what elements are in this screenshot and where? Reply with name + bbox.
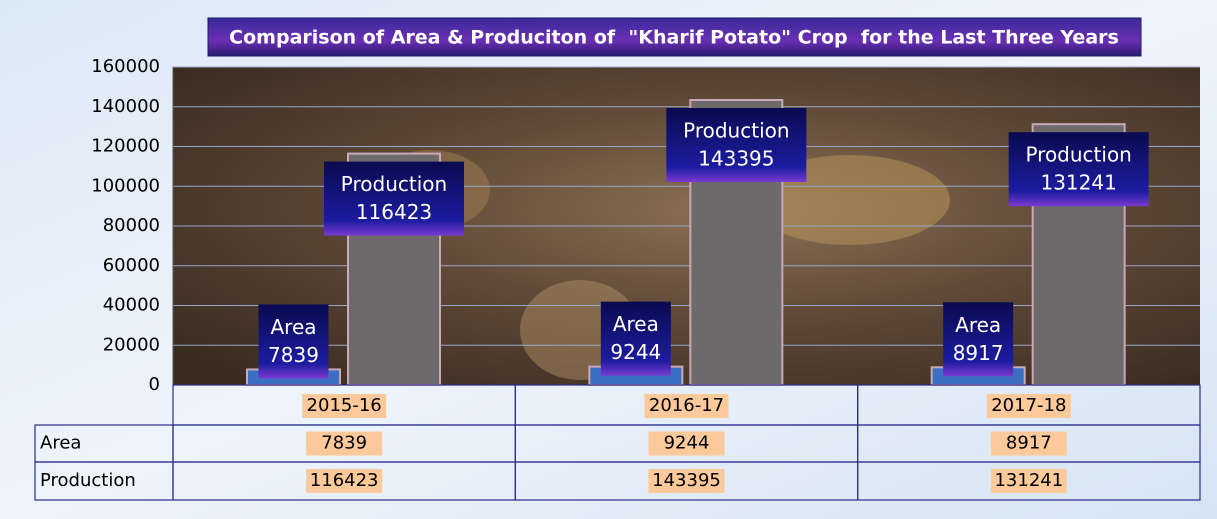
data-label-name: Production bbox=[1025, 143, 1131, 167]
label-highlight bbox=[302, 394, 387, 418]
chart-title: Comparison of Area & Produciton of "Khar… bbox=[229, 27, 1119, 49]
data-label-name: Production bbox=[341, 172, 447, 196]
y-tick-label: 140000 bbox=[91, 96, 160, 117]
data-label-value: 8917 bbox=[953, 341, 1004, 365]
data-label-name: Area bbox=[613, 312, 659, 336]
label-highlight bbox=[306, 431, 383, 456]
y-tick-label: 0 bbox=[149, 374, 160, 395]
y-tick-label: 40000 bbox=[103, 295, 160, 316]
data-label-value: 7839 bbox=[268, 343, 319, 367]
data-label-box bbox=[943, 302, 1014, 377]
label-highlight bbox=[648, 431, 725, 456]
data-label-value: 143395 bbox=[698, 147, 774, 171]
data-label-box bbox=[666, 108, 807, 183]
table-value: 143395 bbox=[652, 470, 721, 491]
y-tick-label: 120000 bbox=[91, 136, 160, 157]
data-label-name: Area bbox=[955, 313, 1001, 337]
data-label-box bbox=[324, 161, 464, 236]
label-highlight bbox=[990, 431, 1067, 456]
table-row-label: Production bbox=[40, 470, 136, 491]
data-label-value: 9244 bbox=[610, 340, 661, 364]
data-label-box bbox=[258, 304, 329, 379]
y-tick-label: 20000 bbox=[103, 334, 160, 355]
table-value: 116423 bbox=[310, 470, 379, 491]
table-category: 2017-18 bbox=[991, 395, 1066, 416]
y-tick-label: 80000 bbox=[103, 215, 160, 236]
y-tick-label: 60000 bbox=[103, 255, 160, 276]
table-cell bbox=[857, 461, 1201, 501]
data-label-box bbox=[1008, 132, 1149, 207]
y-tick-label: 100000 bbox=[91, 175, 160, 196]
label-highlight bbox=[306, 469, 383, 493]
label-highlight bbox=[990, 469, 1067, 493]
table-row-label: Area bbox=[40, 433, 81, 454]
label-highlight bbox=[986, 394, 1071, 418]
table-value: 131241 bbox=[994, 470, 1063, 491]
data-label-box bbox=[600, 301, 671, 376]
table-value: 8917 bbox=[1006, 433, 1052, 454]
table-cell bbox=[34, 461, 174, 501]
data-label-value: 116423 bbox=[356, 200, 432, 224]
data-label-name: Production bbox=[683, 119, 789, 143]
table-category: 2015-16 bbox=[307, 395, 382, 416]
label-highlight bbox=[644, 394, 729, 418]
table-value: 7839 bbox=[321, 433, 367, 454]
table-category: 2016-17 bbox=[649, 395, 724, 416]
y-tick-label: 160000 bbox=[91, 56, 160, 77]
label-highlight bbox=[648, 469, 725, 493]
data-label-value: 131241 bbox=[1040, 171, 1116, 195]
title-box bbox=[207, 17, 1142, 57]
table-value: 9244 bbox=[664, 433, 710, 454]
data-label-name: Area bbox=[270, 315, 316, 339]
